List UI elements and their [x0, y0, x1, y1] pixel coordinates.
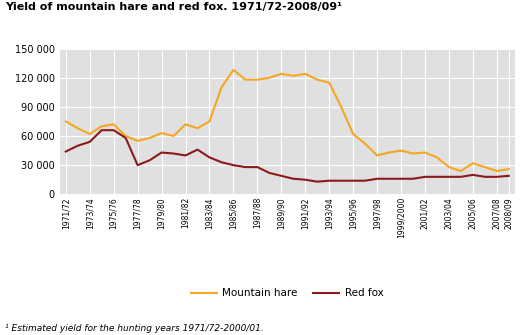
Mountain hare: [63, 120, 69, 124]
Mountain hare: [230, 68, 237, 72]
Mountain hare: [159, 131, 165, 135]
Mountain hare: [302, 72, 308, 76]
Mountain hare: [87, 132, 93, 136]
Red fox: [99, 128, 105, 132]
Red fox: [206, 155, 213, 159]
Legend: Mountain hare, Red fox: Mountain hare, Red fox: [187, 284, 387, 303]
Mountain hare: [410, 151, 416, 155]
Red fox: [183, 153, 189, 157]
Mountain hare: [398, 149, 404, 153]
Mountain hare: [135, 139, 141, 143]
Mountain hare: [266, 76, 272, 80]
Red fox: [63, 149, 69, 153]
Mountain hare: [338, 105, 344, 109]
Mountain hare: [123, 134, 129, 138]
Red fox: [123, 136, 129, 140]
Mountain hare: [446, 165, 452, 169]
Mountain hare: [422, 150, 428, 154]
Mountain hare: [218, 85, 225, 89]
Red fox: [230, 163, 237, 167]
Red fox: [254, 165, 261, 169]
Red fox: [302, 178, 308, 182]
Text: Yield of mountain hare and red fox. 1971/72-2008/09¹: Yield of mountain hare and red fox. 1971…: [5, 2, 342, 12]
Red fox: [290, 177, 296, 181]
Mountain hare: [434, 155, 440, 159]
Line: Red fox: Red fox: [66, 130, 509, 182]
Mountain hare: [362, 142, 368, 146]
Mountain hare: [171, 134, 177, 138]
Red fox: [171, 151, 177, 155]
Mountain hare: [290, 74, 296, 78]
Red fox: [482, 175, 488, 179]
Line: Mountain hare: Mountain hare: [66, 70, 509, 171]
Red fox: [326, 179, 332, 183]
Red fox: [362, 179, 368, 183]
Red fox: [410, 177, 416, 181]
Mountain hare: [458, 169, 464, 173]
Red fox: [422, 175, 428, 179]
Red fox: [135, 163, 141, 167]
Mountain hare: [242, 78, 249, 82]
Mountain hare: [75, 126, 81, 130]
Red fox: [350, 179, 356, 183]
Red fox: [338, 179, 344, 183]
Mountain hare: [326, 80, 332, 84]
Red fox: [398, 177, 404, 181]
Red fox: [147, 158, 153, 162]
Red fox: [434, 175, 440, 179]
Red fox: [111, 128, 117, 132]
Mountain hare: [194, 126, 201, 130]
Mountain hare: [278, 72, 284, 76]
Red fox: [159, 150, 165, 154]
Red fox: [87, 140, 93, 144]
Red fox: [470, 173, 476, 177]
Mountain hare: [386, 150, 392, 154]
Red fox: [505, 174, 512, 178]
Red fox: [218, 160, 225, 164]
Mountain hare: [254, 78, 261, 82]
Red fox: [493, 175, 500, 179]
Mountain hare: [482, 165, 488, 169]
Red fox: [278, 174, 284, 178]
Mountain hare: [374, 153, 380, 157]
Red fox: [458, 175, 464, 179]
Red fox: [194, 148, 201, 152]
Red fox: [266, 171, 272, 175]
Red fox: [242, 165, 249, 169]
Mountain hare: [314, 78, 320, 82]
Red fox: [374, 177, 380, 181]
Red fox: [386, 177, 392, 181]
Mountain hare: [147, 136, 153, 140]
Mountain hare: [350, 132, 356, 136]
Mountain hare: [183, 122, 189, 126]
Red fox: [314, 180, 320, 184]
Mountain hare: [470, 161, 476, 165]
Red fox: [446, 175, 452, 179]
Red fox: [75, 144, 81, 148]
Mountain hare: [206, 120, 213, 124]
Mountain hare: [493, 169, 500, 173]
Text: ¹ Estimated yield for the hunting years 1971/72-2000/01.: ¹ Estimated yield for the hunting years …: [5, 324, 264, 333]
Mountain hare: [111, 122, 117, 126]
Mountain hare: [99, 124, 105, 128]
Mountain hare: [505, 167, 512, 171]
